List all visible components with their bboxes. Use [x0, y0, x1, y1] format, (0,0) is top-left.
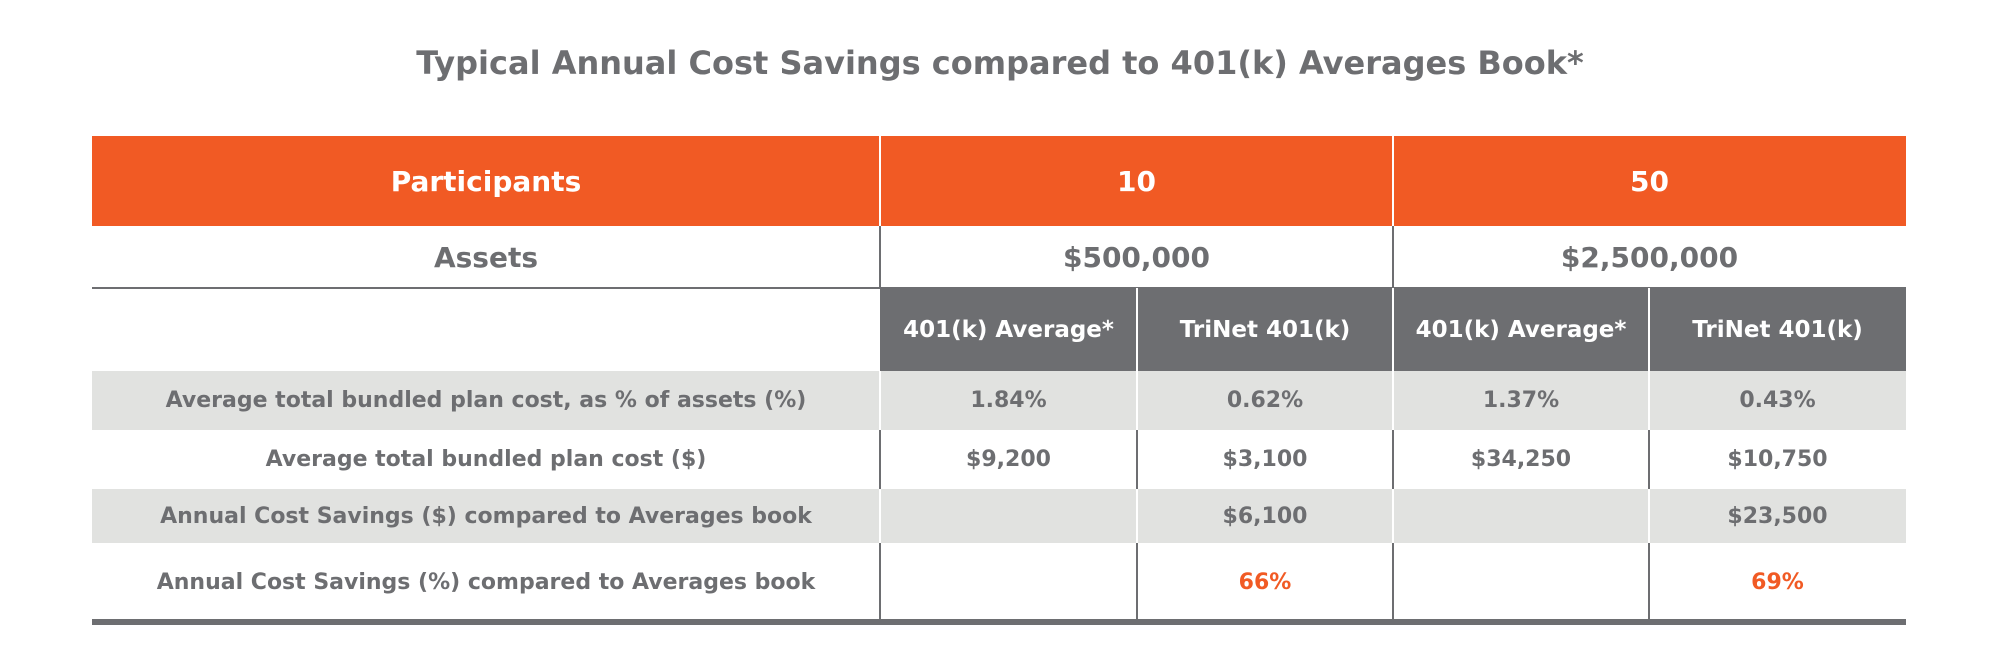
divider	[1648, 543, 1650, 621]
divider	[1136, 543, 1138, 621]
divider	[879, 226, 881, 288]
header-cell: 10	[880, 136, 1393, 226]
data-cell	[1393, 489, 1649, 543]
row-label: Annual Cost Savings (%) compared to Aver…	[156, 569, 816, 595]
divider	[1392, 226, 1394, 288]
divider	[1392, 136, 1394, 226]
divider	[1136, 430, 1138, 489]
divider	[1136, 288, 1138, 371]
row-label: Average total bundled plan cost, as % of…	[92, 371, 880, 430]
data-cell: $9,200	[966, 447, 1051, 472]
divider	[879, 136, 881, 226]
data-cell	[880, 489, 1137, 543]
divider	[1392, 371, 1394, 430]
row-label: Average total bundled plan cost ($)	[265, 447, 707, 472]
divider	[1136, 371, 1138, 430]
header-cell: Participants	[92, 136, 880, 226]
divider	[1392, 288, 1394, 371]
data-cell: 1.84%	[880, 371, 1137, 430]
data-cell: 1.37%	[1393, 371, 1649, 430]
data-cell	[880, 543, 1137, 621]
subheader-cell: TriNet 401(k)	[1649, 288, 1906, 371]
title: Typical Annual Cost Savings compared to …	[416, 44, 1584, 82]
row-label: Annual Cost Savings ($) compared to Aver…	[92, 489, 880, 543]
bottom-rule	[92, 619, 1906, 625]
subheader-cell: 401(k) Average*	[1393, 288, 1649, 371]
data-cell: $6,100	[1137, 489, 1393, 543]
data-cell: $23,500	[1649, 489, 1906, 543]
divider	[1648, 288, 1650, 371]
data-cell: $10,750	[1727, 447, 1828, 472]
data-cell: $3,100	[1222, 447, 1308, 472]
divider	[1648, 430, 1650, 489]
divider	[879, 430, 881, 489]
divider	[879, 371, 881, 430]
divider	[1648, 489, 1650, 543]
data-cell	[1393, 543, 1649, 621]
divider	[1392, 543, 1394, 621]
divider	[1392, 430, 1394, 489]
data-cell: 0.43%	[1649, 371, 1906, 430]
data-cell: 66%	[1238, 569, 1292, 595]
assets-cell: Assets	[92, 226, 880, 288]
data-cell: 69%	[1751, 569, 1804, 595]
data-cell: $34,250	[1470, 447, 1572, 472]
divider	[1392, 489, 1394, 543]
divider	[879, 489, 881, 543]
assets-cell: $500,000	[880, 226, 1393, 288]
assets-cell: $2,500,000	[1393, 226, 1906, 288]
subheader-cell: TriNet 401(k)	[1137, 288, 1393, 371]
data-cell: 0.62%	[1137, 371, 1393, 430]
header-cell: 50	[1393, 136, 1906, 226]
divider	[1648, 371, 1650, 430]
divider	[1136, 489, 1138, 543]
subheader-cell: 401(k) Average*	[880, 288, 1137, 371]
divider	[879, 543, 881, 621]
